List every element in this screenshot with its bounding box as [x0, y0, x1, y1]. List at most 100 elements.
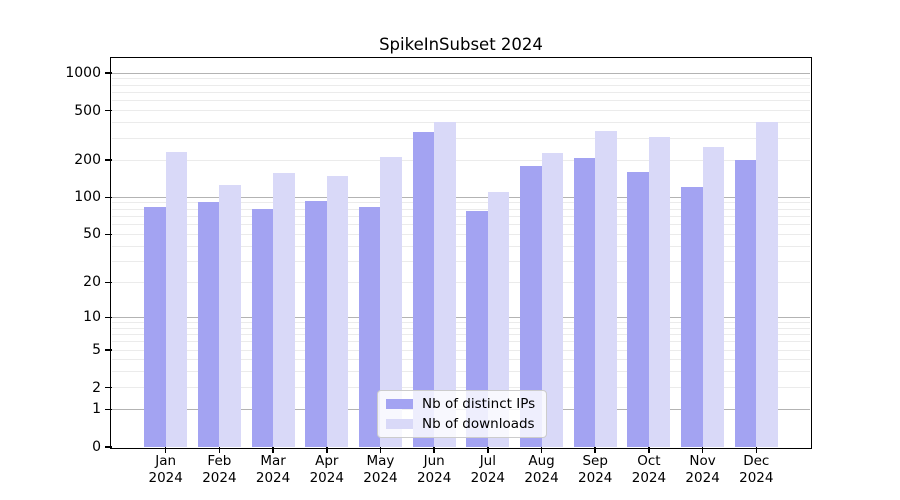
y-tick-mark-20: [105, 281, 112, 284]
y-tick-label-100: 100: [74, 189, 101, 206]
gridline-30: [112, 260, 810, 262]
x-tick-label-aug: Aug 2024: [510, 453, 574, 487]
y-tick-mark-500: [105, 109, 112, 112]
gridline-8: [112, 327, 810, 329]
gridline-7: [112, 333, 810, 335]
x-tick-label-line: 2024: [202, 470, 237, 486]
bar-distinct-ips-apr: [305, 200, 327, 447]
gridline-300: [112, 137, 810, 139]
gridline-5: [112, 349, 810, 351]
x-tick-mark-mar: [272, 447, 274, 453]
bar-downloads-nov: [702, 146, 725, 447]
gridline-3: [112, 371, 810, 373]
x-tick-label-line: Oct: [637, 453, 661, 469]
gridline-800: [112, 84, 810, 86]
x-tick-label-line: 2024: [578, 470, 613, 486]
y-tick-mark-200: [105, 159, 112, 161]
x-tick-label-oct: Oct 2024: [617, 453, 681, 487]
bar-downloads-jun: [434, 122, 456, 447]
y-tick-label-5: 5: [92, 342, 101, 359]
x-tick-label-nov: Nov 2024: [671, 453, 735, 487]
gridline-2: [112, 387, 810, 389]
x-tick-label-line: 2024: [524, 470, 559, 486]
legend-label-distinct-ips: Nb of distinct IPs: [422, 396, 536, 412]
x-tick-mark-aug: [540, 447, 543, 453]
gridline-6: [112, 341, 810, 343]
bar-downloads-aug: [541, 152, 564, 447]
gridline-50: [112, 233, 810, 235]
y-tick-label-20: 20: [83, 274, 101, 291]
x-tick-label-line: Sep: [582, 453, 608, 469]
x-tick-label-line: Aug: [528, 453, 555, 469]
bar-downloads-may: [380, 156, 402, 447]
y-tick-label-1: 1: [92, 401, 101, 418]
y-tick-label-0: 0: [92, 439, 101, 455]
bar-distinct-ips-mar: [251, 209, 274, 447]
bar-downloads-oct: [648, 137, 671, 447]
x-tick-label-line: Mar: [260, 453, 286, 469]
bar-downloads-jan: [165, 152, 188, 447]
x-tick-label-line: Jan: [155, 453, 177, 469]
x-tick-label-line: 2024: [416, 470, 452, 486]
x-tick-label-dec: Dec 2024: [724, 453, 788, 487]
gridline-80: [112, 208, 810, 210]
y-tick-label-2: 2: [92, 379, 101, 396]
gridline-90: [112, 202, 810, 204]
x-tick-label-line: 2024: [363, 470, 398, 486]
x-tick-mark-may: [379, 447, 382, 453]
x-tick-mark-jul: [487, 447, 489, 453]
x-tick-label-line: Jun: [423, 453, 445, 469]
y-tick-mark-1: [105, 408, 112, 411]
bar-distinct-ips-sep: [573, 158, 596, 447]
x-tick-mark-sep: [594, 447, 596, 453]
y-tick-label-200: 200: [74, 152, 101, 169]
legend: Nb of distinct IPs Nb of downloads: [377, 390, 548, 438]
x-tick-label-line: Jul: [479, 453, 496, 469]
x-tick-label-jan: Jan 2024: [134, 453, 198, 487]
gridline-40: [112, 245, 810, 247]
x-tick-label-jun: Jun 2024: [402, 453, 466, 487]
bar-distinct-ips-dec: [734, 160, 757, 447]
bar-downloads-jul: [487, 192, 510, 447]
x-tick-label-line: Nov: [689, 453, 716, 469]
chart-title: SpikeInSubset 2024: [379, 35, 543, 54]
y-tick-label-50: 50: [83, 226, 101, 243]
y-tick-label-1000: 1000: [65, 65, 101, 82]
y-tick-mark-1000: [105, 72, 112, 74]
x-tick-label-line: Apr: [315, 453, 339, 469]
y-tick-mark-100: [105, 196, 112, 199]
gridline-100: [112, 196, 810, 198]
x-tick-label-mar: Mar 2024: [241, 453, 305, 487]
x-tick-mark-nov: [701, 447, 704, 453]
x-tick-mark-feb: [218, 447, 221, 453]
gridline-60: [112, 224, 810, 226]
bar-downloads-sep: [595, 131, 617, 447]
bar-distinct-ips-oct: [627, 172, 649, 447]
x-tick-label-line: 2024: [309, 470, 344, 486]
y-tick-mark-0: [105, 446, 112, 448]
x-tick-label-sep: Sep 2024: [563, 453, 627, 487]
x-tick-mark-apr: [326, 447, 328, 453]
gridline-600: [112, 100, 810, 102]
gridline-1000: [112, 72, 810, 74]
x-tick-mark-dec: [755, 447, 758, 453]
x-tick-label-may: May 2024: [348, 453, 412, 487]
x-tick-mark-jan: [164, 447, 167, 453]
x-tick-label-line: Dec: [743, 453, 770, 469]
gridline-900: [112, 78, 810, 80]
y-tick-mark-5: [105, 349, 112, 351]
gridline-10: [112, 316, 810, 318]
plot-area: Nb of distinct IPs Nb of downloads: [112, 59, 810, 447]
y-tick-label-500: 500: [74, 102, 101, 119]
gridline-70: [112, 215, 810, 217]
gridline-700: [112, 91, 810, 93]
x-tick-label-line: May: [366, 453, 395, 469]
gridline-9: [112, 321, 810, 323]
x-tick-label-line: 2024: [148, 470, 183, 486]
x-tick-label-apr: Apr 2024: [295, 453, 359, 487]
bar-distinct-ips-nov: [681, 187, 703, 447]
y-tick-mark-50: [105, 233, 112, 235]
gridline-4: [112, 359, 810, 361]
legend-swatch-distinct-ips: [386, 399, 413, 409]
